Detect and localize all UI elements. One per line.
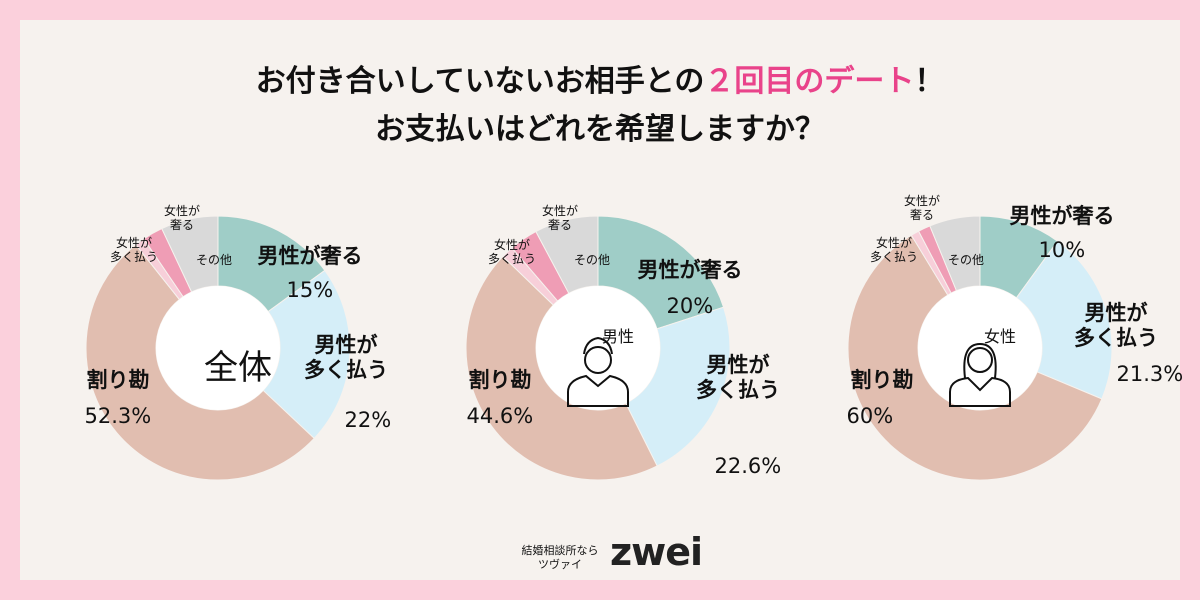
icon-part (567, 374, 629, 407)
value-label: 60% (846, 403, 894, 428)
value-label: 22.6% (714, 453, 782, 478)
title: お付き合いしていないお相手との２回目のデート！ (20, 56, 1180, 100)
icon-part (967, 347, 993, 373)
value-label: 22% (344, 407, 392, 432)
category-label: 女性が 奢る (904, 193, 941, 222)
title-line2: お支払いはどれを希望しますか？ (375, 112, 825, 147)
category-label: 男性が奢る (637, 257, 743, 282)
category-label: 割り勘 (468, 367, 532, 392)
category-label: 割り勘 (86, 367, 150, 392)
title-text: ！ (914, 64, 945, 99)
charts (85, 215, 1113, 481)
category-label: 男性が奢る (257, 243, 363, 268)
value-label: 15% (286, 277, 334, 302)
center-label: 女性 (984, 326, 1017, 346)
category-label: 女性が 奢る (164, 203, 201, 232)
donut-segment (535, 215, 599, 294)
icon-part (963, 342, 997, 379)
category-label: 男性が奢る (1009, 203, 1115, 228)
tagline: 結婚相談所なら ツヴァイ (500, 544, 620, 573)
title-highlight: ２回目のデート (704, 64, 915, 99)
donut-segment (85, 244, 315, 481)
center-label: 男性 (602, 326, 635, 346)
tagline-text: 結婚相談所なら (521, 544, 599, 557)
center-label: 全体 (204, 347, 272, 388)
donut-segment (597, 215, 725, 330)
title-text: お付き合いしていないお相手との (255, 64, 705, 99)
value-label: 52.3% (84, 403, 152, 428)
category-label: 女性が 奢る (542, 203, 579, 232)
category-label: 男性が 多く払う (1074, 301, 1158, 351)
category-label: 女性が 多く払う (870, 235, 919, 264)
category-label: 男性が 多く払う (696, 353, 780, 403)
category-label: 男性が 多く払う (304, 333, 388, 383)
value-label: 20% (666, 293, 714, 318)
tagline-kana: ツヴァイ (538, 558, 582, 572)
category-label: その他 (196, 253, 233, 267)
value-label: 10% (1038, 237, 1086, 262)
icon-part (583, 336, 613, 355)
person-icon (949, 342, 1011, 407)
donut-hole (156, 286, 280, 410)
value-label: 44.6% (466, 403, 534, 428)
value-label: 21.3% (1116, 361, 1184, 386)
category-label: その他 (948, 253, 985, 267)
category-label: その他 (574, 253, 611, 267)
logo: zwei (610, 530, 703, 574)
icon-part (584, 346, 612, 374)
category-label: 女性が 多く払う (110, 235, 159, 264)
category-label: 割り勘 (850, 367, 914, 392)
person-icon (567, 336, 629, 407)
donut-segment (465, 255, 658, 481)
category-label: 女性が 多く払う (488, 237, 537, 266)
icon-part (949, 376, 1011, 407)
